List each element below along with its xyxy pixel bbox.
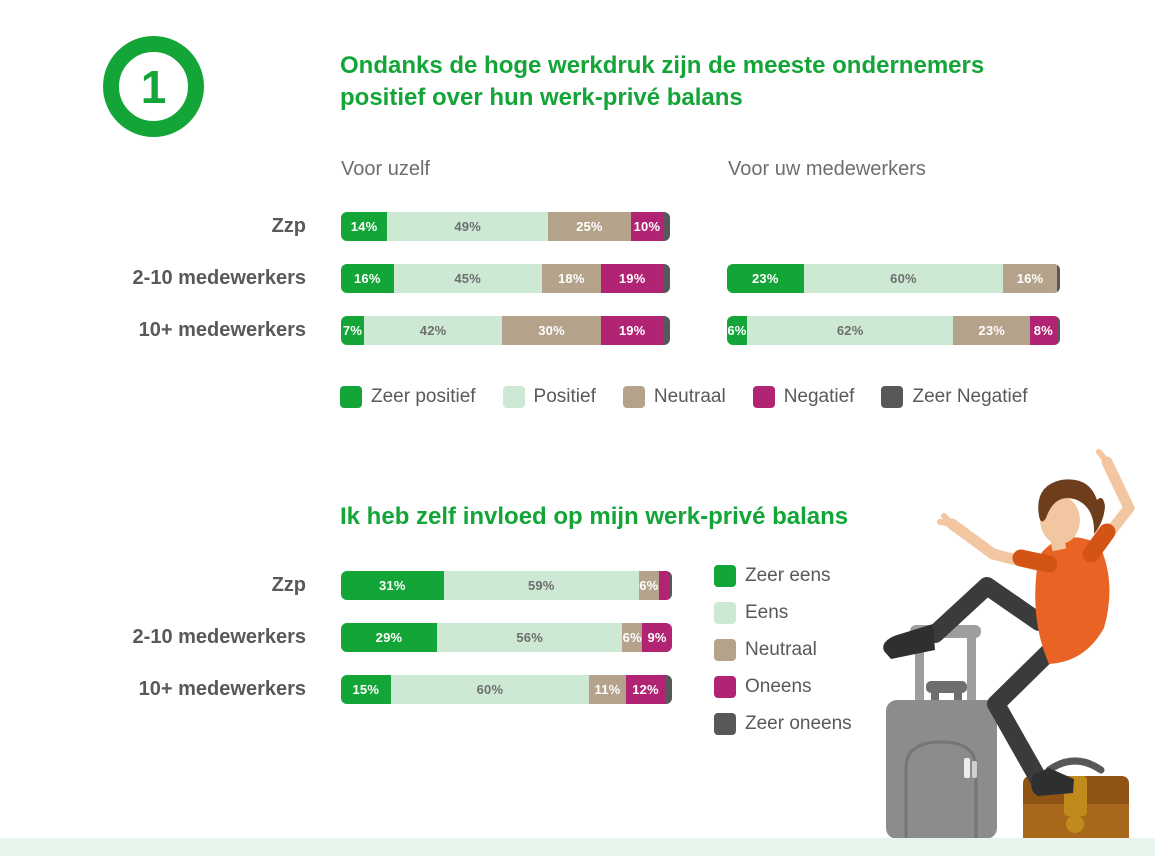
row-label-2-10-medewerkers: 2-10 medewerkers [132,267,306,289]
legend-swatch-zeer-positief [340,386,362,408]
legend-swatch-oneens [714,676,736,698]
section2-title: Ik heb zelf invloed op mijn werk-privé b… [340,503,849,530]
bar-segment: 59% [443,571,639,600]
bar-segment: 19% [600,264,664,293]
bar-segment [668,571,672,600]
legend-label: Eens [745,602,789,623]
row-label-10plus-medewerkers-2: 10+ medewerkers [138,678,306,700]
footer-accent-strip [0,838,1155,856]
legend-label: Zeer positief [371,386,476,407]
row-label-zzp-2: Zzp [271,574,306,596]
legend-item-zeer-oneens: Zeer oneens [714,713,852,735]
suitcase-icon [886,625,997,851]
bar-segment: 6% [727,316,747,345]
legend-item-eens: Eens [714,602,852,624]
balancing-man-illustration [883,449,1135,851]
step-number-badge: 1 [103,36,204,137]
bar-segment [658,571,669,600]
bar-segment [663,212,670,241]
bar-segment: 19% [600,316,664,345]
legend-item-oneens: Oneens [714,676,852,698]
legend-swatch-negatief [752,386,775,408]
bar-segment: 18% [541,264,601,293]
legend-item-zeer-positief: Zeer positief [340,386,476,408]
bar-invloed-2-10: 29% 56% 6% 9% [341,623,672,652]
bar-segment: 49% [387,212,549,241]
legend-item-zeer-eens: Zeer eens [714,565,852,587]
bar-segment: 23% [727,264,804,293]
bar-segment: 6% [622,623,643,652]
bar-segment: 60% [803,264,1004,293]
bar-segment: 30% [502,316,601,345]
bar-segment: 16% [341,264,394,293]
bar-segment: 56% [436,623,623,652]
bar-segment: 6% [638,571,659,600]
legend-label: Positief [533,386,596,407]
row-label-zzp: Zzp [271,215,306,237]
legend-item-negatief: Negatief [752,386,855,408]
bar-segment [665,675,672,704]
legend-swatch-positief [502,386,525,408]
legend-label: Neutraal [653,386,726,407]
bar-segment: 31% [341,571,444,600]
legend-swatch-zeer-negatief [881,386,904,408]
bar-segment: 8% [1030,316,1057,345]
bar-segment: 9% [642,623,672,652]
bar-voor-uzelf-10plus: 7% 42% 30% 19% [341,316,670,345]
legend-label: Oneens [745,676,812,697]
column-header-voor-uzelf: Voor uzelf [341,158,430,180]
row-label-10plus-medewerkers: 10+ medewerkers [138,319,306,341]
column-header-voor-uw-medewerkers: Voor uw medewerkers [728,158,926,180]
legend-item-positief: Positief [502,386,596,408]
bar-segment: 25% [548,212,631,241]
bar-voor-uzelf-2-10: 16% 45% 18% 19% [341,264,670,293]
legend-label: Negatief [783,386,855,407]
bar-invloed-10plus: 15% 60% 11% 12% [341,675,672,704]
bar-segment: 12% [625,675,666,704]
bar-segment: 45% [393,264,542,293]
bar-invloed-zzp: 31% 59% 6% [341,571,672,600]
bar-voor-uw-medewerkers-10plus: 6% 62% 23% 8% [727,316,1060,345]
bar-voor-uw-medewerkers-2-10: 23% 60% 16% [727,264,1060,293]
legend-swatch-neutraal-2 [714,639,736,661]
bar-voor-uzelf-zzp: 14% 49% 25% 10% [341,212,670,241]
bar-segment: 16% [1003,264,1057,293]
bar-segment [1056,264,1060,293]
legend-label: Zeer eens [745,565,831,586]
bar-segment [663,316,670,345]
legend-item-neutraal-2: Neutraal [714,639,852,661]
legend-swatch-zeer-oneens [714,713,736,735]
legend-swatch-zeer-eens [714,565,736,587]
step-number: 1 [140,60,167,113]
bar-segment: 7% [341,316,365,345]
legend-item-zeer-negatief: Zeer Negatief [881,386,1028,408]
legend-positief-negatief: Zeer positief Positief Neutraal Negatief… [340,386,1028,408]
bar-segment: 62% [746,316,954,345]
bar-segment: 60% [390,675,590,704]
row-label-2-10-medewerkers-2: 2-10 medewerkers [132,626,306,648]
legend-swatch-neutraal [622,386,645,408]
balancing-man [883,449,1135,796]
bar-segment [1056,316,1060,345]
legend-label: Neutraal [745,639,817,660]
bar-segment: 23% [953,316,1030,345]
bar-segment: 11% [589,675,626,704]
legend-swatch-eens [714,602,736,624]
legend-item-neutraal: Neutraal [622,386,726,408]
legend-label: Zeer oneens [745,713,852,734]
bar-segment: 15% [341,675,391,704]
bar-segment: 10% [630,212,664,241]
bar-segment: 14% [341,212,388,241]
legend-label: Zeer Negatief [912,386,1028,407]
bar-segment [663,264,670,293]
section1-title: Ondanks de hoge werkdruk zijn de meeste … [340,52,985,112]
legend-eens-oneens: Zeer eens Eens Neutraal Oneens Zeer onee… [714,565,852,735]
bar-segment: 29% [341,623,437,652]
bar-segment: 42% [364,316,503,345]
